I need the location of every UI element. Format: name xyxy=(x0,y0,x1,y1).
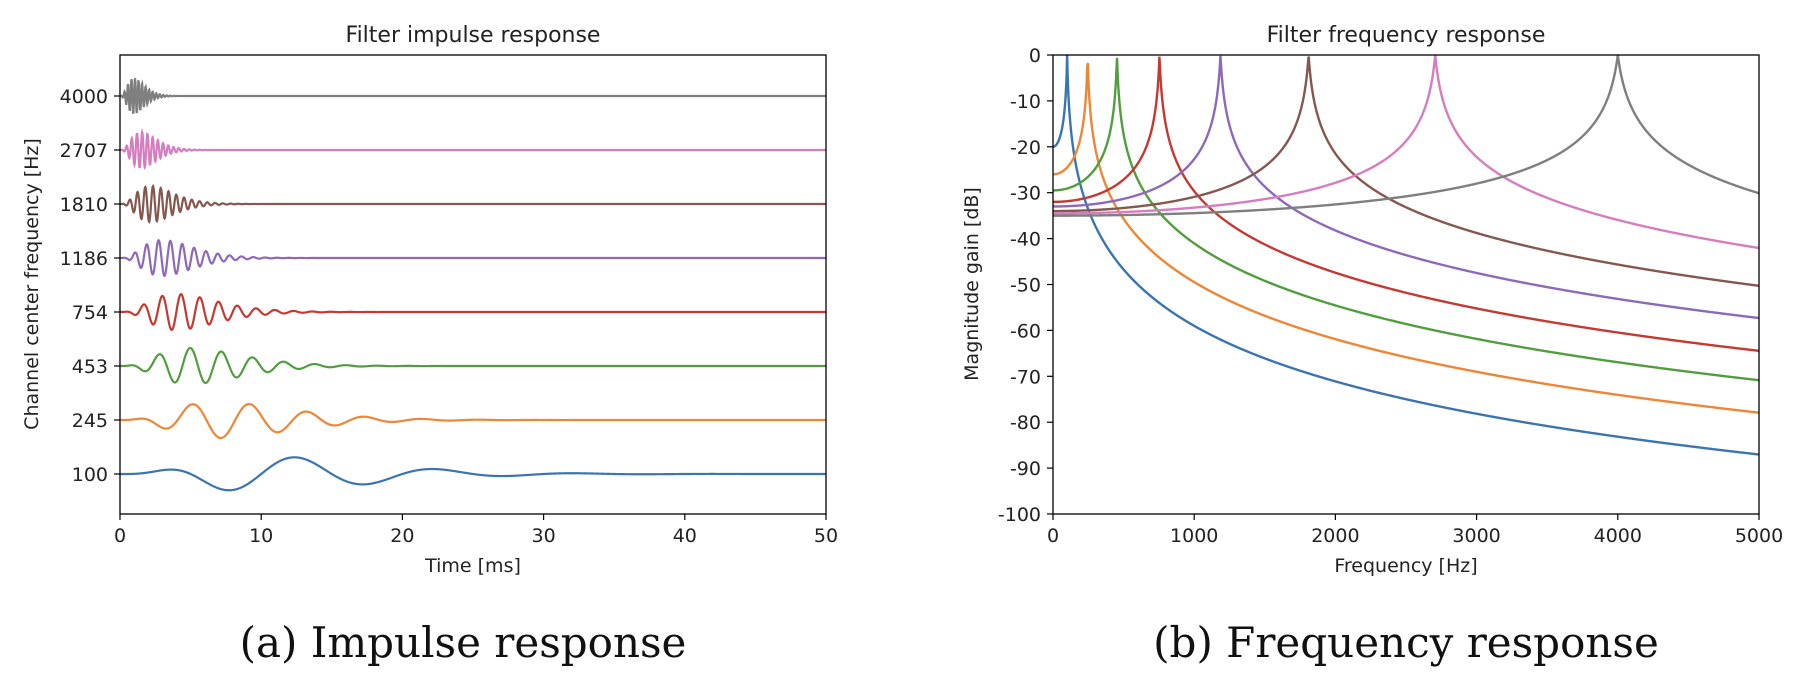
frequency-series-1810 xyxy=(1053,56,1759,287)
frequency-x-axis-label: Frequency [Hz] xyxy=(1334,555,1477,577)
impulse-series-754 xyxy=(120,293,826,331)
impulse-x-tick-label: 30 xyxy=(532,525,556,547)
impulse-x-tick-label: 0 xyxy=(114,525,126,547)
impulse-y-ticks: 100 245 453 754 1186 1810 2707 4000 xyxy=(60,86,120,486)
frequency-plot-frame xyxy=(1052,54,1760,515)
impulse-response-chart: Filter impulse response 1002454537541186… xyxy=(21,23,838,577)
impulse-y-tick-label: 100 xyxy=(72,464,108,486)
impulse-x-tick-label: 50 xyxy=(814,525,838,547)
impulse-chart-title: Filter impulse response xyxy=(346,23,601,48)
impulse-y-tick-label: 1810 xyxy=(60,194,108,216)
frequency-response-chart: Filter frequency response 0 -10 -20 -30 -40 -… xyxy=(961,23,1783,577)
frequency-chart-title: Filter frequency response xyxy=(1267,23,1546,48)
frequency-y-tick-label: -100 xyxy=(998,504,1041,526)
frequency-x-tick-label: 2000 xyxy=(1311,525,1359,547)
impulse-y-tick-label: 245 xyxy=(72,410,108,432)
frequency-y-tick-label: -70 xyxy=(1010,366,1041,388)
caption-b: (b) Frequency response xyxy=(1153,618,1659,667)
impulse-y-axis-label: Channel center frequency [Hz] xyxy=(21,138,43,430)
impulse-x-ticks: 0 10 20 30 40 50 xyxy=(114,514,838,547)
frequency-y-tick-label: -50 xyxy=(1010,275,1041,297)
impulse-x-tick-label: 40 xyxy=(673,525,697,547)
impulse-x-tick-label: 10 xyxy=(249,525,273,547)
frequency-series-4000 xyxy=(1053,55,1759,217)
frequency-y-axis-label: Magnitude gain [dB] xyxy=(961,187,983,381)
caption-a: (a) Impulse response xyxy=(240,618,687,667)
frequency-y-tick-label: -90 xyxy=(1010,458,1041,480)
frequency-y-tick-label: -60 xyxy=(1010,320,1041,342)
frequency-y-tick-label: -40 xyxy=(1010,229,1041,251)
frequency-x-tick-label: 4000 xyxy=(1594,525,1642,547)
frequency-x-ticks: 0 1000 2000 3000 4000 5000 xyxy=(1047,514,1783,547)
impulse-series-1810 xyxy=(120,183,826,224)
impulse-series-453 xyxy=(120,346,826,385)
frequency-series-100 xyxy=(1053,55,1759,456)
impulse-series-100 xyxy=(120,456,826,492)
frequency-series-245 xyxy=(1053,62,1759,414)
frequency-series-453 xyxy=(1053,57,1759,382)
impulse-series-245 xyxy=(120,402,826,440)
impulse-series-group xyxy=(120,78,826,492)
frequency-x-tick-label: 0 xyxy=(1047,525,1059,547)
frequency-x-tick-label: 1000 xyxy=(1170,525,1218,547)
impulse-series-2707 xyxy=(120,127,826,171)
frequency-x-tick-label: 3000 xyxy=(1452,525,1500,547)
impulse-y-tick-label: 1186 xyxy=(60,248,108,270)
impulse-y-tick-label: 2707 xyxy=(60,140,108,162)
frequency-y-tick-label: -30 xyxy=(1010,183,1041,205)
impulse-x-axis-label: Time [ms] xyxy=(424,555,521,577)
impulse-series-4000 xyxy=(120,78,826,114)
frequency-series-1186 xyxy=(1053,55,1759,320)
impulse-y-tick-label: 453 xyxy=(72,356,108,378)
frequency-series-group xyxy=(1053,55,1759,456)
frequency-y-tick-label: -10 xyxy=(1010,91,1041,113)
impulse-y-tick-label: 754 xyxy=(72,302,108,324)
frequency-y-tick-label: -20 xyxy=(1010,137,1041,159)
frequency-x-tick-label: 5000 xyxy=(1735,525,1783,547)
impulse-y-tick-label: 4000 xyxy=(60,86,108,108)
frequency-y-tick-label: 0 xyxy=(1029,45,1041,67)
impulse-series-1186 xyxy=(120,238,826,278)
frequency-series-2707 xyxy=(1053,55,1759,250)
impulse-plot-frame xyxy=(119,54,827,515)
frequency-series-754 xyxy=(1053,56,1759,353)
impulse-x-tick-label: 20 xyxy=(390,525,414,547)
frequency-y-ticks: 0 -10 -20 -30 -40 -50 -60 -70 -80 -90 -100 xyxy=(998,45,1053,526)
frequency-y-tick-label: -80 xyxy=(1010,412,1041,434)
